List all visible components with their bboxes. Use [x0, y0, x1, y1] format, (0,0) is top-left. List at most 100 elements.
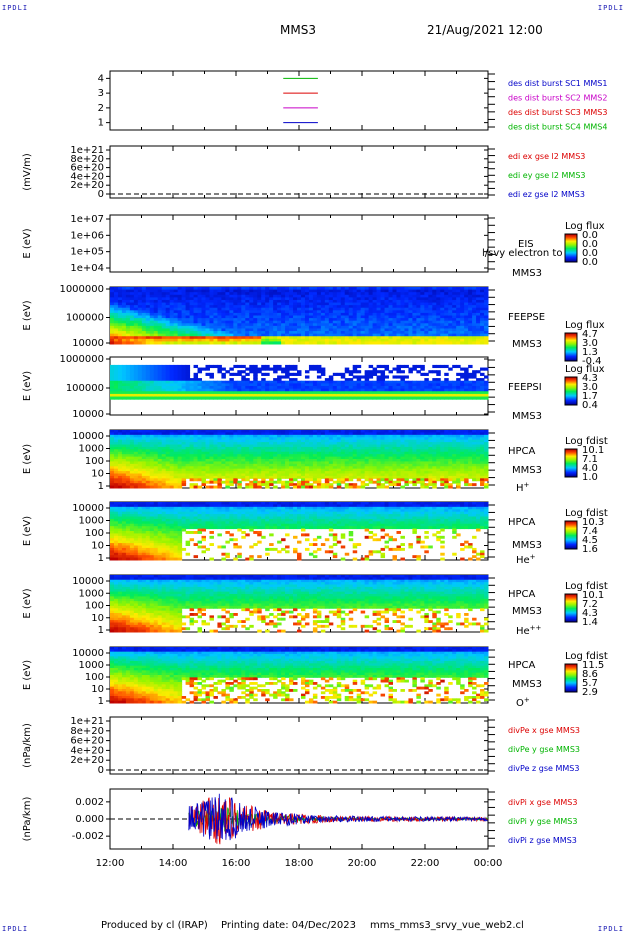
heatmap-cell	[225, 331, 230, 335]
heatmap-cell	[149, 289, 155, 293]
heatmap-cell	[165, 380, 171, 384]
heatmap-cell	[424, 292, 429, 296]
heatmap-cell	[400, 338, 405, 342]
heatmap-cell	[225, 434, 230, 438]
heatmap-cell	[285, 442, 290, 445]
heatmap-cell	[304, 328, 310, 332]
heatmap-cell	[320, 393, 326, 398]
heatmap-cell	[185, 434, 191, 438]
heatmap-cell	[348, 302, 354, 306]
heatmap-cell	[209, 292, 214, 296]
heatmap-cell	[121, 461, 127, 465]
heatmap-cell	[125, 320, 131, 324]
heatmap-cell	[348, 333, 354, 337]
heatmap-cell	[281, 471, 286, 474]
heatmap-cell	[340, 442, 346, 445]
heatmap-cell	[273, 320, 278, 324]
heatmap-cell	[110, 483, 115, 487]
heatmap-cell	[404, 338, 409, 342]
heatmap-cell	[468, 302, 473, 306]
heatmap-cell	[177, 442, 183, 445]
heatmap-cell	[149, 320, 155, 324]
heatmap-cell	[233, 437, 238, 441]
heatmap-cell	[189, 456, 195, 460]
heatmap-cell	[388, 310, 394, 314]
heatmap-cell	[217, 325, 222, 329]
heatmap-cell	[221, 294, 226, 298]
heatmap-cell	[237, 328, 242, 332]
heatmap-cell	[137, 302, 143, 306]
heatmap-cell	[312, 444, 318, 448]
heatmap-cell	[416, 307, 421, 311]
heatmap-cell	[332, 475, 338, 479]
heatmap-cell	[137, 446, 143, 450]
heatmap-cell	[257, 475, 262, 479]
colorbar-segment	[565, 253, 577, 255]
heatmap-cell	[221, 459, 226, 462]
heatmap-cell	[408, 341, 413, 345]
heatmap-cell	[265, 318, 270, 322]
heatmap-cell	[221, 449, 226, 453]
heatmap-cell	[312, 461, 318, 465]
heatmap-cell	[145, 312, 151, 316]
colorbar-segment	[565, 351, 577, 353]
heatmap-cell	[217, 315, 222, 319]
heatmap-cell	[181, 312, 187, 316]
colorbar-segment	[565, 394, 577, 396]
heatmap-cell	[117, 310, 123, 314]
heatmap-cell	[388, 325, 394, 329]
heatmap-cell	[340, 331, 346, 335]
heatmap-cell	[141, 468, 147, 472]
heatmap-cell	[125, 305, 131, 309]
heatmap-cell	[137, 338, 143, 342]
heatmap-cell	[193, 310, 199, 314]
heatmap-cell	[197, 331, 203, 335]
heatmap-cell	[408, 333, 413, 337]
heatmap-cell	[217, 466, 222, 470]
heatmap-cell	[205, 451, 210, 455]
heatmap-cell	[452, 383, 457, 387]
heatmap-cell	[324, 386, 330, 390]
heatmap-cell	[297, 396, 302, 400]
y-tick-label: 1	[98, 481, 104, 492]
heatmap-cell	[428, 320, 433, 324]
heatmap-cell	[245, 449, 250, 453]
heatmap-cell	[149, 439, 155, 443]
heatmap-cell	[444, 305, 449, 309]
heatmap-cell	[121, 297, 127, 301]
colorbar-segment	[565, 242, 577, 244]
heatmap-cell	[480, 336, 485, 340]
heatmap-cell	[464, 318, 469, 322]
heatmap-cell	[265, 393, 270, 398]
heatmap-cell	[161, 302, 167, 306]
heatmap-cell	[185, 432, 191, 436]
heatmap-cell	[340, 289, 346, 293]
heatmap-cell	[420, 315, 425, 319]
heatmap-cell	[189, 430, 195, 433]
heatmap-cell	[133, 302, 139, 306]
heatmap-cell	[416, 341, 421, 345]
heatmap-cell	[360, 336, 366, 340]
heatmap-cell	[352, 336, 358, 340]
heatmap-cell	[149, 434, 155, 438]
heatmap-cell	[193, 432, 199, 436]
heatmap-cell	[285, 391, 290, 395]
heatmap-cell	[229, 318, 234, 322]
heatmap-cell	[165, 294, 171, 298]
heatmap-cell	[448, 328, 453, 332]
heatmap-cell	[177, 463, 183, 467]
heatmap-cell	[173, 312, 179, 316]
heatmap-cell	[464, 396, 469, 400]
heatmap-cell	[452, 289, 457, 293]
heatmap-cell	[285, 449, 290, 453]
heatmap-cell	[340, 294, 346, 298]
heatmap-cell	[428, 315, 433, 319]
heatmap-cell	[125, 446, 131, 450]
heatmap-cell	[261, 468, 266, 472]
heatmap-cell	[269, 333, 274, 337]
heatmap-cell	[169, 297, 175, 301]
heatmap-cell	[193, 454, 199, 458]
heatmap-cell	[336, 292, 342, 296]
heatmap-cell	[308, 473, 314, 477]
heatmap-cell	[125, 297, 131, 301]
